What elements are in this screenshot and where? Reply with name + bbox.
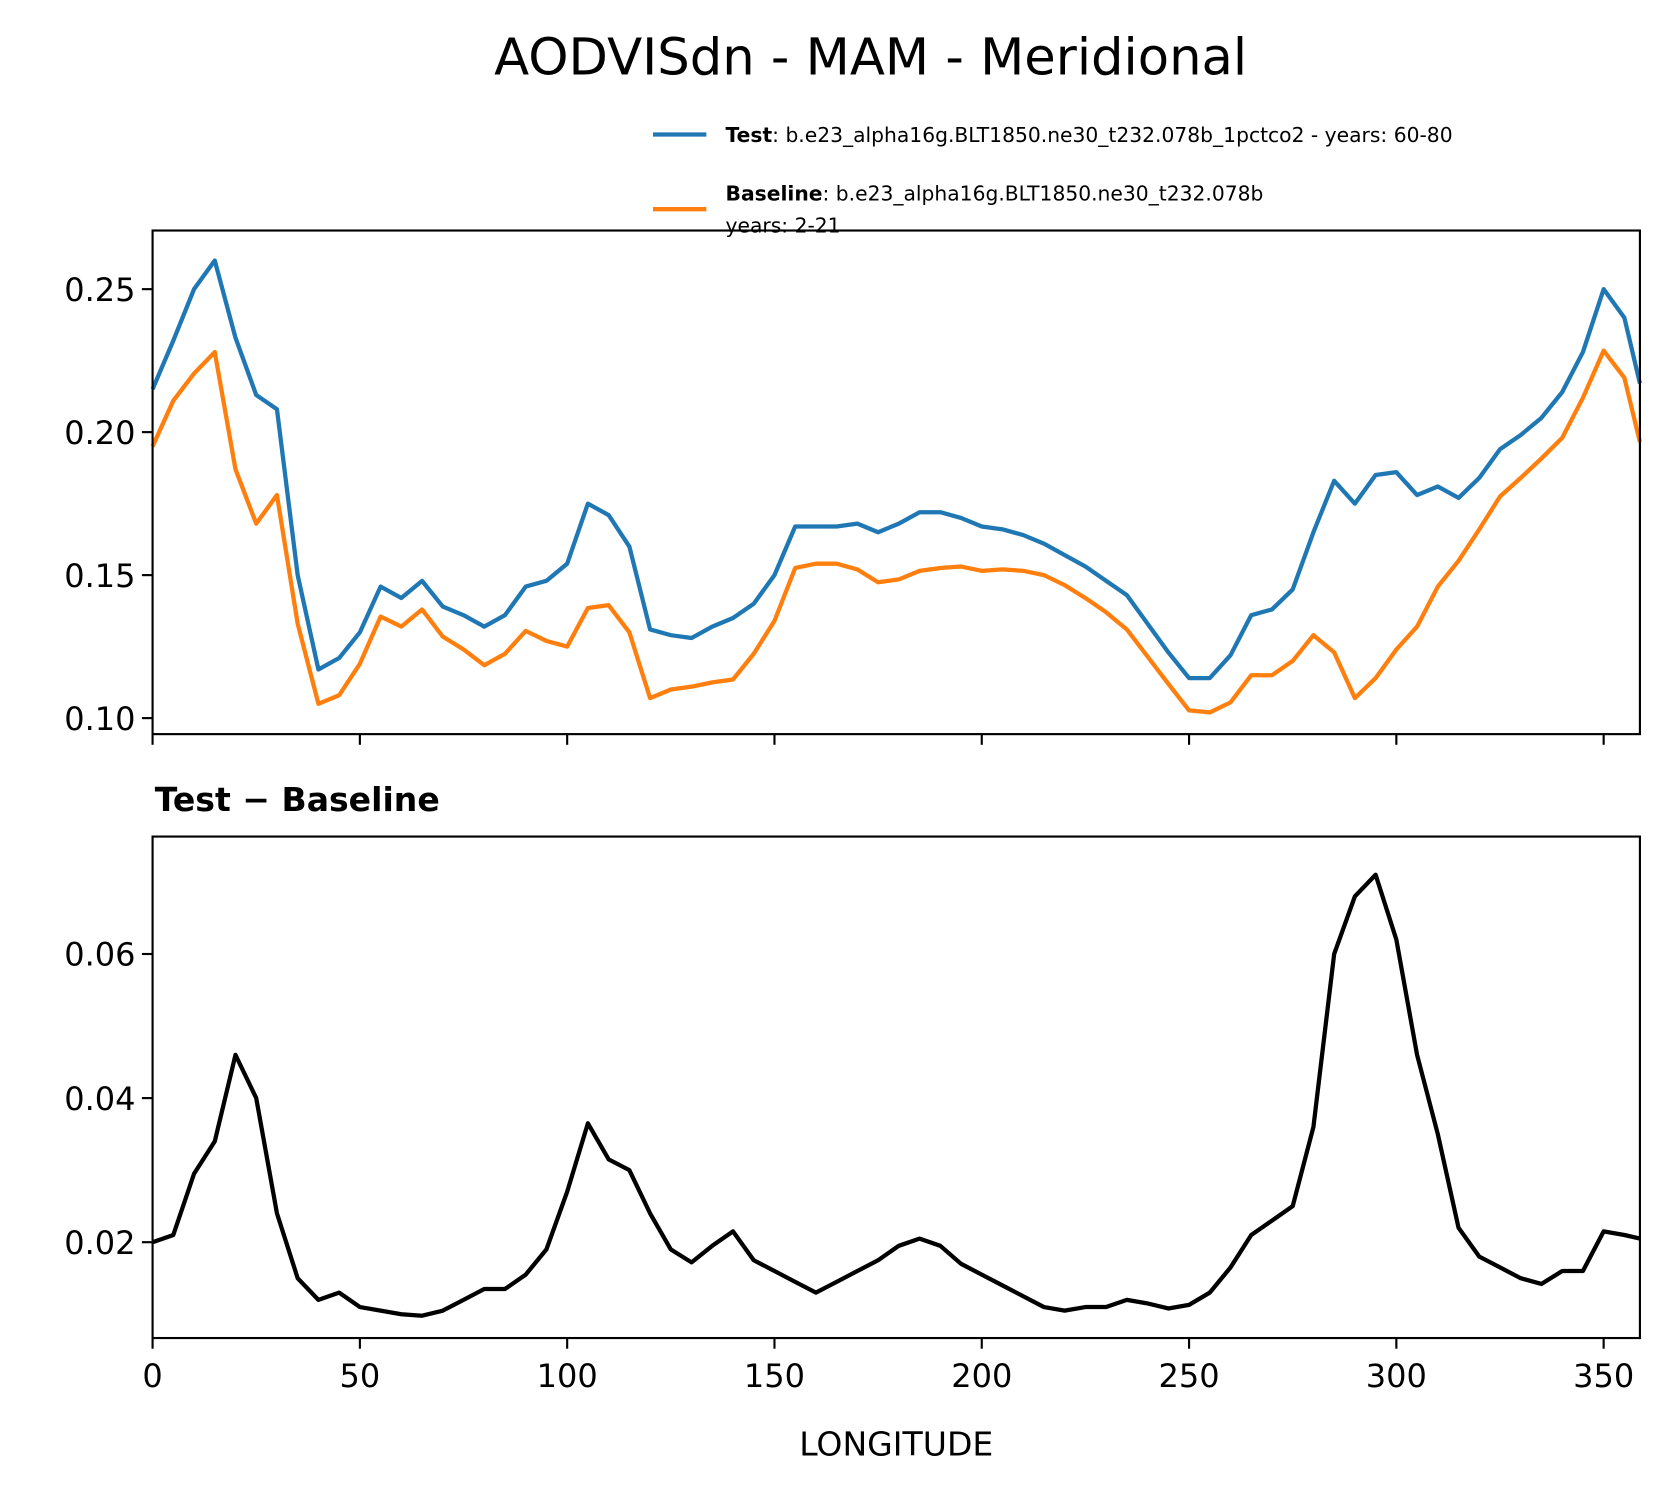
y-tick-label: 0.10 — [64, 700, 135, 738]
axes-frame — [151, 229, 1641, 736]
y-tick-label: 0.06 — [64, 936, 135, 974]
legend-name: Test — [726, 123, 773, 147]
data-line — [151, 872, 1641, 1318]
axes-frame — [151, 835, 1641, 1340]
legend-description: years: 2-21 — [726, 214, 841, 238]
y-tick-label: 0.15 — [64, 557, 135, 595]
y-tick-label: 0.20 — [64, 414, 135, 452]
y-tick-label: 0.04 — [64, 1080, 135, 1118]
x-tick-label: 300 — [1366, 1357, 1427, 1395]
x-tick-label: 0 — [142, 1357, 162, 1395]
x-tick-label: 250 — [1159, 1357, 1220, 1395]
legend-name: Baseline — [726, 182, 823, 206]
data-line — [150, 258, 1643, 681]
x-tick-label: 50 — [340, 1357, 381, 1395]
x-tick-label: 100 — [537, 1357, 598, 1395]
axes-title: Test − Baseline — [155, 780, 440, 819]
x-tick-label: 350 — [1573, 1357, 1634, 1395]
data-line — [150, 348, 1642, 715]
x-tick-label: 150 — [744, 1357, 805, 1395]
y-tick-label: 0.02 — [64, 1224, 135, 1262]
x-axis-label: LONGITUDE — [799, 1424, 993, 1463]
x-tick-label: 200 — [951, 1357, 1012, 1395]
figure-title: AODVISdn - MAM - Meridional — [494, 28, 1247, 88]
legend-label: Test: b.e23_alpha16g.BLT1850.ne30_t232.0… — [726, 123, 1453, 147]
y-tick-label: 0.25 — [64, 271, 135, 309]
legend-label: Baseline: b.e23_alpha16g.BLT1850.ne30_t2… — [726, 182, 1264, 238]
legend-description: : b.e23_alpha16g.BLT1850.ne30_t232.078b_… — [772, 123, 1452, 147]
legend-description: : b.e23_alpha16g.BLT1850.ne30_t232.078b — [823, 182, 1264, 206]
